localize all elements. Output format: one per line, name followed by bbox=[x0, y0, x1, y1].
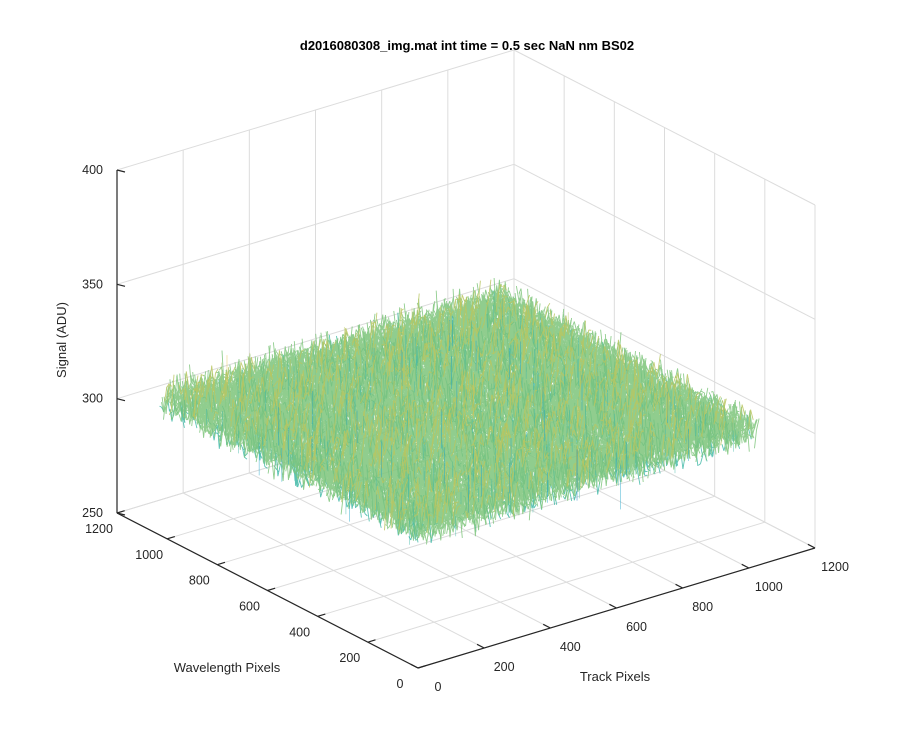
y-tick bbox=[267, 587, 276, 592]
y-tick-label: 1000 bbox=[135, 548, 163, 562]
y-tick bbox=[367, 639, 376, 643]
x-tick-label: 400 bbox=[560, 640, 581, 654]
z-tick bbox=[116, 398, 126, 402]
gridline-z-backwall bbox=[513, 163, 816, 320]
gridline-z-backwall bbox=[116, 163, 515, 285]
z-tick-label: 250 bbox=[82, 506, 103, 520]
chart-title: d2016080308_img.mat int time = 0.5 sec N… bbox=[300, 38, 634, 53]
ticks-layer: 0 200 400 600 800 1000 1200 0 200 400 600 800 1000 12… bbox=[82, 163, 849, 694]
gridline-z-backwall bbox=[116, 278, 515, 400]
y-tick bbox=[116, 510, 125, 514]
gridline-y-floor bbox=[317, 495, 715, 617]
z-tick bbox=[116, 512, 126, 516]
x-tick bbox=[741, 563, 750, 569]
y-tick bbox=[217, 561, 226, 566]
gridline-y-floor bbox=[367, 521, 765, 643]
y-axis-label: Wavelength Pixels bbox=[174, 660, 281, 675]
x-tick-label: 800 bbox=[692, 600, 713, 614]
x-tick-label: 1200 bbox=[821, 560, 849, 574]
y-tick bbox=[417, 665, 426, 669]
z-axis-label: Signal (ADU) bbox=[54, 302, 69, 378]
x-tick bbox=[609, 603, 617, 609]
x-tick-label: 0 bbox=[435, 680, 442, 694]
x-tick bbox=[410, 663, 419, 669]
x-axis-label: Track Pixels bbox=[580, 669, 651, 684]
y-tick-label: 600 bbox=[239, 600, 260, 614]
z-tick bbox=[116, 283, 126, 287]
gridline-z-backwall bbox=[513, 278, 816, 435]
z-tick bbox=[116, 169, 126, 173]
z-tick-label: 300 bbox=[82, 392, 103, 406]
y-tick bbox=[317, 613, 326, 617]
x-tick-label: 200 bbox=[494, 660, 515, 674]
y-tick-label: 200 bbox=[339, 651, 360, 665]
x-tick bbox=[476, 643, 485, 649]
z-tick-label: 400 bbox=[82, 163, 103, 177]
gridline-z-backwall bbox=[513, 49, 816, 206]
z-tick-label: 350 bbox=[82, 277, 103, 291]
surface-plot bbox=[159, 277, 760, 545]
x-tick bbox=[675, 583, 683, 589]
x-tick bbox=[542, 623, 551, 629]
x-tick-label: 600 bbox=[626, 620, 647, 634]
y-tick-label: 0 bbox=[397, 677, 404, 691]
x-tick bbox=[807, 543, 816, 549]
y-tick-label: 1200 bbox=[85, 522, 113, 536]
y-tick-label: 400 bbox=[289, 625, 310, 639]
y-tick-label: 800 bbox=[189, 574, 210, 588]
x-tick-label: 1000 bbox=[755, 580, 783, 594]
y-tick bbox=[166, 535, 175, 540]
gridline-z-backwall bbox=[116, 49, 515, 171]
